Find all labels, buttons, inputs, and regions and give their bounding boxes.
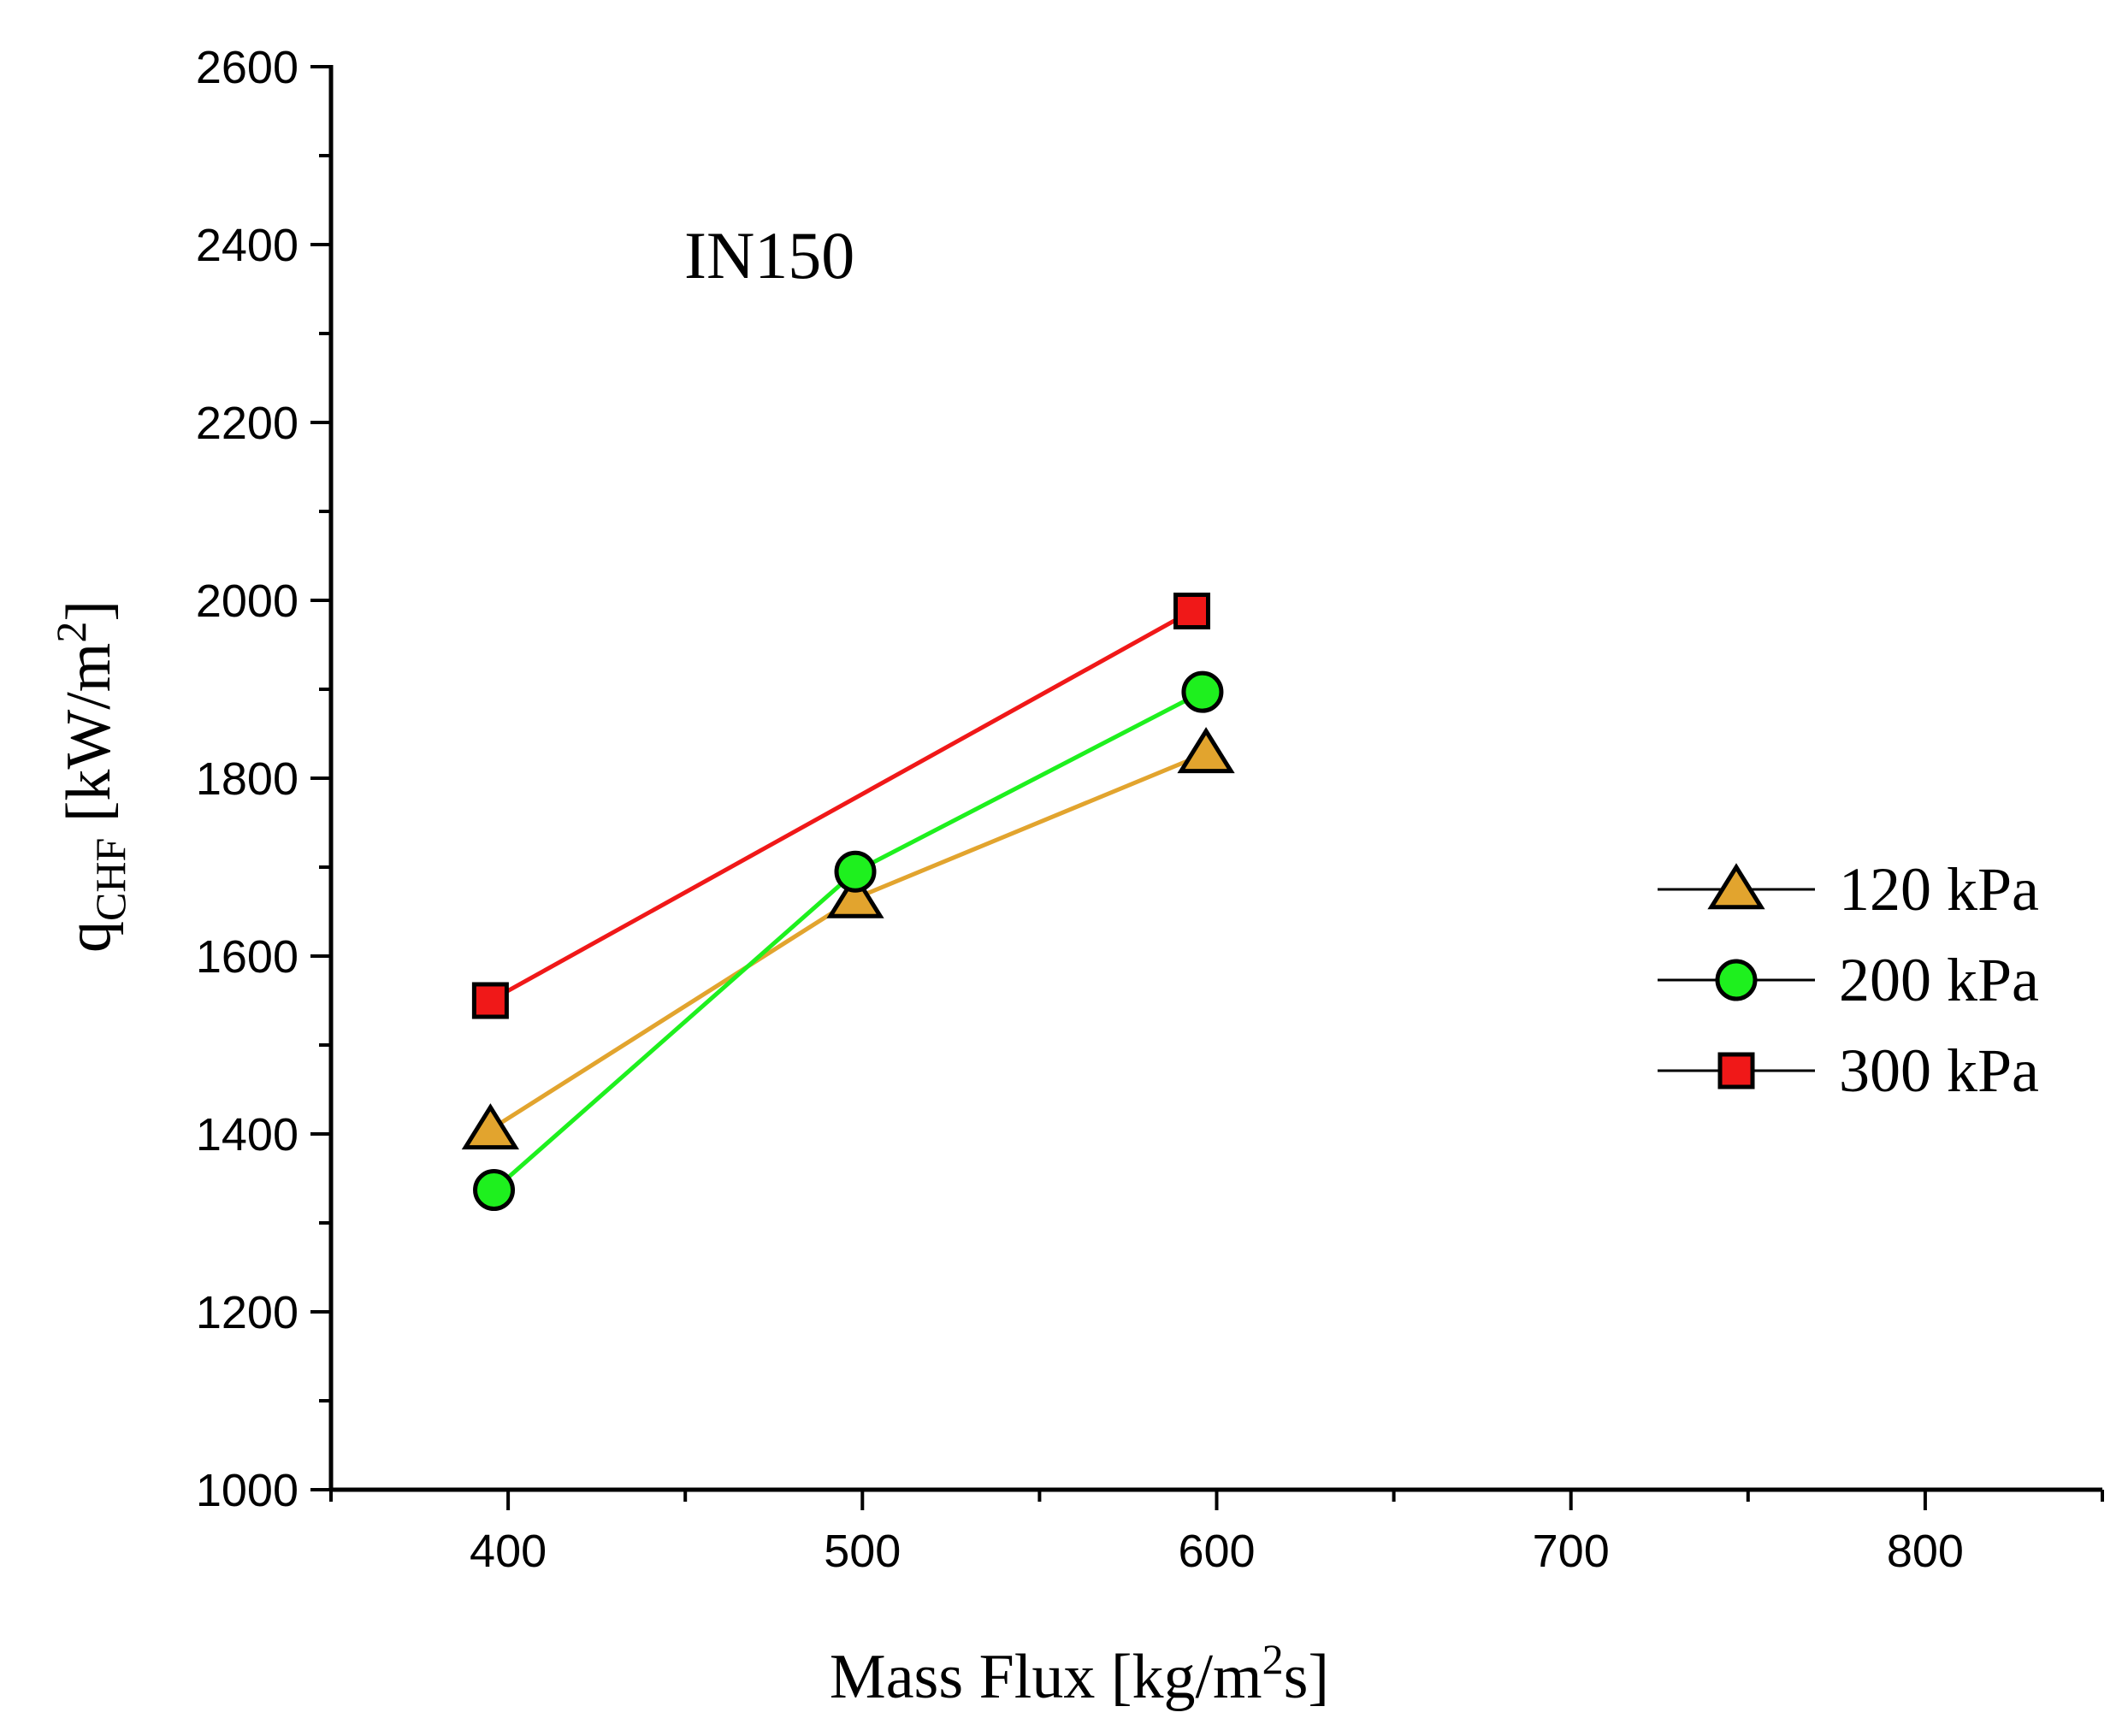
- legend: 120 kPa 200 kPa 300 kPa: [1658, 855, 2039, 1105]
- y-tick-label: 2400: [196, 220, 299, 271]
- legend-label: 120 kPa: [1839, 855, 2039, 924]
- y-tick-label: 1400: [196, 1109, 299, 1160]
- x-axis-label: Mass Flux [kg/m2s]: [830, 1635, 1329, 1712]
- x-tick-label: 800: [1887, 1526, 1964, 1577]
- legend-marker: [1707, 863, 1765, 910]
- data-point: [834, 850, 877, 893]
- series-markers: [461, 592, 1235, 1212]
- axes: 400 500 600 700 800 1000 1200 1400 1600 1800 2000 2…: [196, 42, 2104, 1577]
- legend-label: 200 kPa: [1839, 946, 2039, 1014]
- data-point: [471, 982, 509, 1019]
- x-tick-label: 500: [824, 1526, 901, 1577]
- y-tick-label: 1200: [196, 1287, 299, 1338]
- legend-marker: [1717, 1052, 1755, 1089]
- data-point: [1177, 727, 1235, 774]
- x-tick-label: 700: [1533, 1526, 1610, 1577]
- x-tick-label: 600: [1178, 1526, 1255, 1577]
- y-axis-label: qCHF [kW/m2]: [47, 600, 134, 953]
- y-tick-label: 1600: [196, 931, 299, 983]
- y-tick-label: 2600: [196, 42, 299, 93]
- y-tick-label: 2000: [196, 576, 299, 627]
- chart-annotation: IN150: [684, 218, 854, 292]
- data-point: [461, 1103, 520, 1150]
- y-tick-label: 1000: [196, 1465, 299, 1516]
- y-tick-label: 2200: [196, 398, 299, 449]
- data-point: [826, 871, 884, 918]
- y-tick-label: 1800: [196, 753, 299, 805]
- series-line: [489, 609, 1193, 1003]
- legend-label: 300 kPa: [1839, 1036, 2039, 1105]
- x-tick-label: 400: [470, 1526, 547, 1577]
- data-point: [473, 1169, 516, 1212]
- legend-marker: [1715, 959, 1758, 1001]
- data-point: [1181, 670, 1224, 713]
- data-point: [1173, 592, 1211, 629]
